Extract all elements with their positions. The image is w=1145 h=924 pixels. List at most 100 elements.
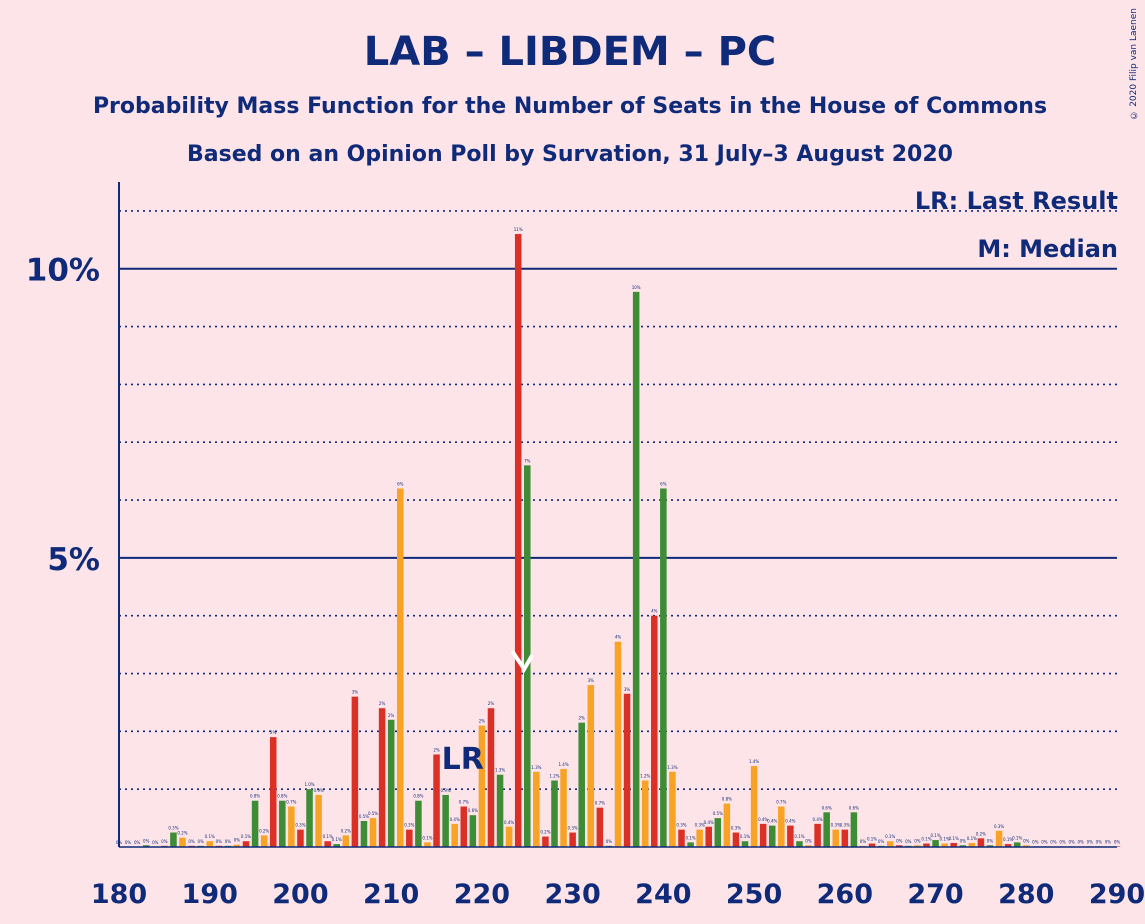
- bar-label: 2%: [270, 730, 277, 735]
- bar: [669, 771, 676, 847]
- bar-label: 0.1%: [323, 834, 333, 839]
- bar: [524, 465, 531, 847]
- bar-label: 0.3%: [676, 823, 686, 828]
- bar: [242, 841, 250, 847]
- bar-label: 0.6%: [468, 808, 478, 813]
- bar-label: 0.4%: [767, 819, 777, 824]
- bar: [641, 780, 649, 847]
- bar-label: 0%: [878, 839, 885, 844]
- bar-label: 0.2%: [341, 828, 351, 833]
- bar-label: 0.3%: [568, 826, 578, 831]
- bar-label: 0.4%: [813, 817, 823, 822]
- bar-label: 0.3%: [840, 823, 850, 828]
- bar-label: 0%: [1114, 839, 1121, 844]
- bar-label: 0.7%: [286, 800, 296, 805]
- bar: [469, 815, 477, 847]
- bar: [587, 685, 595, 847]
- bar: [378, 708, 386, 847]
- bar-label: 0.4%: [758, 817, 768, 822]
- legend-median: M: Median: [977, 235, 1118, 263]
- bar-label: 0.7%: [595, 801, 605, 806]
- bar-label: 1.0%: [304, 782, 314, 787]
- bar-label: 0%: [960, 838, 967, 843]
- bar: [986, 845, 994, 847]
- bar: [297, 829, 304, 847]
- bar-label: 0.3%: [168, 826, 178, 831]
- x-tick-label: 270: [907, 879, 963, 910]
- bar: [288, 806, 295, 847]
- bar: [569, 832, 576, 847]
- x-tick-label: 210: [363, 879, 419, 910]
- x-tick-label: 280: [998, 879, 1054, 910]
- bar: [596, 807, 604, 847]
- bar: [415, 800, 422, 847]
- bar-label: 0.1%: [422, 835, 432, 840]
- bar-label: 0.3%: [404, 823, 414, 828]
- bar-series: 0%0%0%0%0%0%0.3%0.2%0%0%0.1%0%0%0%0.1%0.…: [116, 227, 1121, 848]
- bar-label: 0%: [606, 839, 613, 844]
- bar-label: 0.4%: [785, 819, 795, 824]
- bar: [632, 291, 640, 847]
- bar-label: 0%: [1023, 838, 1030, 843]
- bar-label: 0%: [197, 839, 204, 844]
- bar-label: 0.5%: [359, 814, 369, 819]
- bar-label: 0.8%: [250, 794, 260, 799]
- x-tick-label: 230: [544, 879, 600, 910]
- bar: [1013, 842, 1021, 847]
- bar-label: 2%: [488, 701, 495, 706]
- y-tick-label: 5%: [47, 542, 100, 578]
- bar: [886, 841, 894, 847]
- bar-label: 0.1%: [930, 833, 940, 838]
- bar-label: 0.4%: [704, 820, 714, 825]
- bar-label: 0.1%: [685, 835, 695, 840]
- bar: [505, 826, 513, 847]
- bar: [442, 794, 449, 847]
- bar-label: 0.1%: [867, 837, 877, 842]
- bar-label: 0.1%: [794, 834, 804, 839]
- bar-label: 0.1%: [1012, 835, 1022, 840]
- bar-label: 0%: [188, 839, 195, 844]
- bar-label: 4%: [615, 635, 622, 640]
- bar-label: 0.2%: [540, 830, 550, 835]
- bar: [578, 722, 585, 847]
- bar-label: 0.1%: [949, 836, 959, 841]
- bar: [396, 488, 404, 847]
- bar: [678, 829, 685, 847]
- bar: [315, 794, 322, 847]
- bar-label: 0%: [225, 839, 232, 844]
- bar-label: 0.6%: [822, 805, 832, 810]
- bar-label: 0.1%: [740, 834, 750, 839]
- x-tick-label: 240: [635, 879, 691, 910]
- bar-label: 0.3%: [295, 823, 305, 828]
- bar: [696, 829, 703, 847]
- bar: [977, 838, 985, 847]
- bar: [1004, 844, 1012, 847]
- bar-label: 0%: [1059, 839, 1066, 844]
- bar-label: 0%: [216, 839, 223, 844]
- bar: [623, 693, 631, 847]
- bar: [995, 830, 1003, 847]
- axes: 180 190 200 210 220 230 240 250 260 270 280 290 5% 10…: [26, 182, 1145, 910]
- bar-label: 0%: [161, 839, 168, 844]
- bar-label: 3%: [588, 678, 595, 683]
- bar: [260, 835, 268, 847]
- bar-label: 0%: [805, 838, 812, 843]
- bar-label: 0.3%: [994, 824, 1004, 829]
- bar-label: 0.8%: [413, 794, 423, 799]
- bar-label: 1.2%: [640, 774, 650, 779]
- bar-label: 0%: [1041, 839, 1048, 844]
- bar-label: 0%: [905, 839, 912, 844]
- bar-label: 2%: [579, 716, 586, 721]
- bar: [750, 766, 758, 847]
- bar: [360, 820, 368, 847]
- chart-title: LAB – LIBDEM – PC: [364, 29, 777, 75]
- bar: [496, 774, 504, 847]
- bar-label: 4%: [651, 609, 658, 614]
- bar: [768, 825, 776, 847]
- bar-label: 2%: [433, 747, 440, 752]
- bar: [560, 768, 567, 847]
- copyright-notice: © 2020 Filip van Laenen: [1129, 8, 1139, 120]
- x-tick-label: 250: [726, 879, 782, 910]
- bar-label: 2%: [479, 719, 486, 724]
